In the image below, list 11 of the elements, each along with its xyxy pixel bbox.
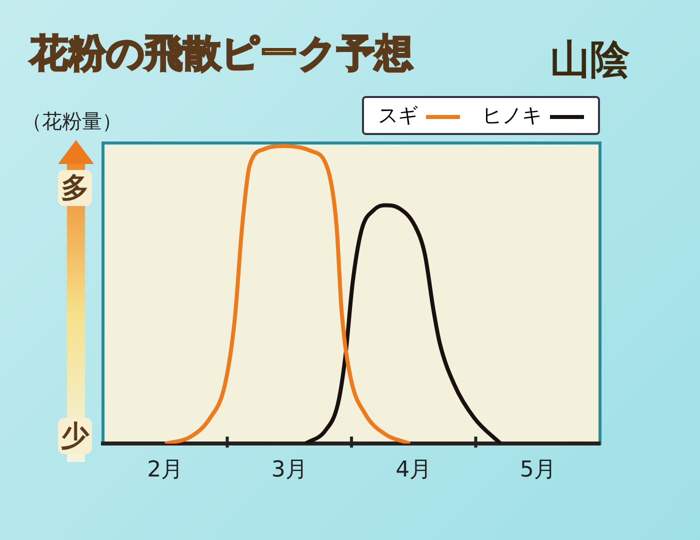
y-axis-title: （花粉量） [22, 108, 122, 135]
text: 少 [58, 418, 92, 454]
chart-subtitle: 山陰 [550, 36, 630, 85]
x-tick-label: 2月 [147, 458, 184, 483]
chart-title: 花粉の飛散ピーク予想 [30, 30, 413, 77]
x-tick-label: 5月 [520, 458, 556, 483]
legend-label: スギ [378, 102, 419, 129]
legend-label: ヒノキ [482, 102, 543, 129]
x-tick-label: 4月 [396, 458, 432, 483]
x-tick-label: 3月 [271, 458, 308, 483]
text: 多 [58, 170, 92, 206]
